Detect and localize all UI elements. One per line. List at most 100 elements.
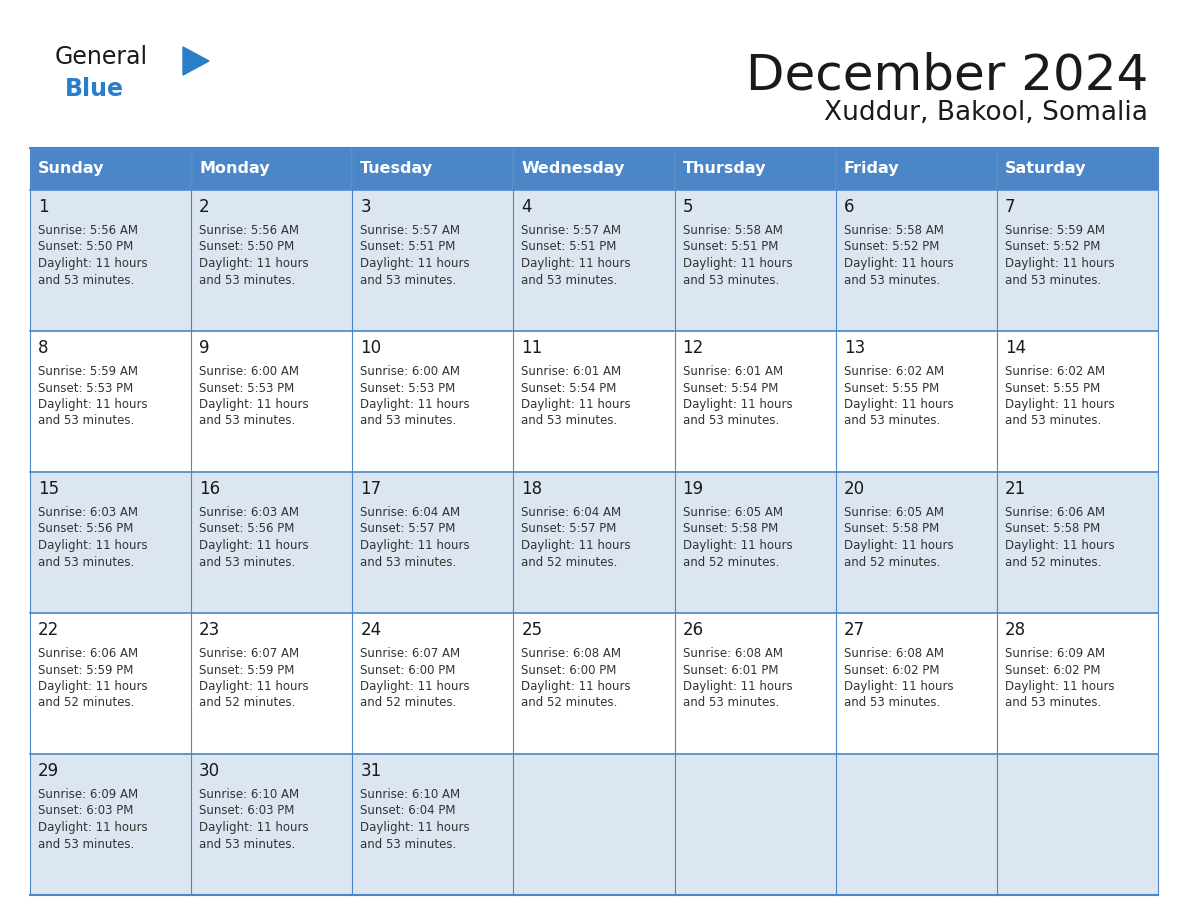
Text: Sunset: 5:52 PM: Sunset: 5:52 PM bbox=[843, 241, 939, 253]
Text: Sunrise: 6:08 AM: Sunrise: 6:08 AM bbox=[683, 647, 783, 660]
Bar bbox=[353, 613, 513, 754]
Text: Sunrise: 5:59 AM: Sunrise: 5:59 AM bbox=[1005, 224, 1105, 237]
Text: Sunset: 5:57 PM: Sunset: 5:57 PM bbox=[360, 522, 456, 535]
Text: Sunrise: 6:06 AM: Sunrise: 6:06 AM bbox=[38, 647, 138, 660]
Bar bbox=[513, 148, 675, 190]
Text: Sunset: 6:04 PM: Sunset: 6:04 PM bbox=[360, 804, 456, 818]
Text: Sunrise: 6:05 AM: Sunrise: 6:05 AM bbox=[843, 506, 943, 519]
Text: Sunrise: 6:03 AM: Sunrise: 6:03 AM bbox=[200, 506, 299, 519]
Bar bbox=[835, 613, 997, 754]
Text: Sunset: 6:02 PM: Sunset: 6:02 PM bbox=[1005, 664, 1100, 677]
Text: Saturday: Saturday bbox=[1005, 162, 1086, 176]
Text: and 53 minutes.: and 53 minutes. bbox=[843, 697, 940, 710]
Text: Daylight: 11 hours: Daylight: 11 hours bbox=[522, 398, 631, 411]
Text: Monday: Monday bbox=[200, 162, 270, 176]
Text: Sunset: 5:53 PM: Sunset: 5:53 PM bbox=[200, 382, 295, 395]
Text: Daylight: 11 hours: Daylight: 11 hours bbox=[843, 680, 953, 693]
Text: 22: 22 bbox=[38, 621, 59, 639]
Bar bbox=[835, 148, 997, 190]
Text: Sunrise: 6:04 AM: Sunrise: 6:04 AM bbox=[522, 506, 621, 519]
Polygon shape bbox=[183, 47, 209, 75]
Bar bbox=[513, 472, 675, 613]
Bar bbox=[30, 472, 191, 613]
Text: Sunrise: 6:08 AM: Sunrise: 6:08 AM bbox=[522, 647, 621, 660]
Text: and 52 minutes.: and 52 minutes. bbox=[843, 555, 940, 568]
Text: Sunrise: 5:58 AM: Sunrise: 5:58 AM bbox=[843, 224, 943, 237]
Text: Daylight: 11 hours: Daylight: 11 hours bbox=[683, 539, 792, 552]
Text: Sunrise: 6:01 AM: Sunrise: 6:01 AM bbox=[522, 365, 621, 378]
Text: Sunset: 6:03 PM: Sunset: 6:03 PM bbox=[200, 804, 295, 818]
Bar bbox=[675, 754, 835, 895]
Text: Daylight: 11 hours: Daylight: 11 hours bbox=[522, 680, 631, 693]
Text: 8: 8 bbox=[38, 339, 49, 357]
Text: Daylight: 11 hours: Daylight: 11 hours bbox=[843, 398, 953, 411]
Text: Daylight: 11 hours: Daylight: 11 hours bbox=[360, 821, 470, 834]
Text: Sunrise: 5:57 AM: Sunrise: 5:57 AM bbox=[360, 224, 460, 237]
Text: Sunset: 5:50 PM: Sunset: 5:50 PM bbox=[200, 241, 295, 253]
Bar bbox=[353, 190, 513, 331]
Text: Sunrise: 5:56 AM: Sunrise: 5:56 AM bbox=[200, 224, 299, 237]
Text: Sunset: 5:56 PM: Sunset: 5:56 PM bbox=[200, 522, 295, 535]
Text: General: General bbox=[55, 45, 148, 69]
Text: and 53 minutes.: and 53 minutes. bbox=[522, 415, 618, 428]
Text: Sunrise: 6:02 AM: Sunrise: 6:02 AM bbox=[1005, 365, 1105, 378]
Text: and 53 minutes.: and 53 minutes. bbox=[360, 555, 456, 568]
Text: 19: 19 bbox=[683, 480, 703, 498]
Text: 3: 3 bbox=[360, 198, 371, 216]
Text: and 52 minutes.: and 52 minutes. bbox=[522, 555, 618, 568]
Text: Sunset: 5:53 PM: Sunset: 5:53 PM bbox=[360, 382, 455, 395]
Bar bbox=[997, 613, 1158, 754]
Text: Daylight: 11 hours: Daylight: 11 hours bbox=[38, 257, 147, 270]
Text: Sunset: 6:01 PM: Sunset: 6:01 PM bbox=[683, 664, 778, 677]
Text: 11: 11 bbox=[522, 339, 543, 357]
Text: Sunrise: 5:59 AM: Sunrise: 5:59 AM bbox=[38, 365, 138, 378]
Bar bbox=[191, 472, 353, 613]
Text: Sunset: 5:58 PM: Sunset: 5:58 PM bbox=[843, 522, 939, 535]
Bar bbox=[835, 472, 997, 613]
Text: Sunset: 5:58 PM: Sunset: 5:58 PM bbox=[683, 522, 778, 535]
Text: 29: 29 bbox=[38, 762, 59, 780]
Bar bbox=[675, 613, 835, 754]
Text: 30: 30 bbox=[200, 762, 220, 780]
Text: Sunset: 5:53 PM: Sunset: 5:53 PM bbox=[38, 382, 133, 395]
Text: 14: 14 bbox=[1005, 339, 1026, 357]
Bar bbox=[513, 331, 675, 472]
Text: and 52 minutes.: and 52 minutes. bbox=[683, 555, 779, 568]
Text: Sunrise: 6:00 AM: Sunrise: 6:00 AM bbox=[360, 365, 460, 378]
Text: Sunrise: 6:01 AM: Sunrise: 6:01 AM bbox=[683, 365, 783, 378]
Text: 23: 23 bbox=[200, 621, 221, 639]
Bar bbox=[835, 190, 997, 331]
Text: Daylight: 11 hours: Daylight: 11 hours bbox=[843, 257, 953, 270]
Bar bbox=[997, 754, 1158, 895]
Text: 18: 18 bbox=[522, 480, 543, 498]
Text: 15: 15 bbox=[38, 480, 59, 498]
Text: Wednesday: Wednesday bbox=[522, 162, 625, 176]
Text: 6: 6 bbox=[843, 198, 854, 216]
Text: 26: 26 bbox=[683, 621, 703, 639]
Text: and 52 minutes.: and 52 minutes. bbox=[522, 697, 618, 710]
Bar bbox=[835, 754, 997, 895]
Text: Sunrise: 6:09 AM: Sunrise: 6:09 AM bbox=[1005, 647, 1105, 660]
Bar bbox=[513, 754, 675, 895]
Text: Daylight: 11 hours: Daylight: 11 hours bbox=[360, 398, 470, 411]
Bar bbox=[513, 613, 675, 754]
Text: and 53 minutes.: and 53 minutes. bbox=[38, 415, 134, 428]
Text: and 53 minutes.: and 53 minutes. bbox=[38, 837, 134, 850]
Text: Daylight: 11 hours: Daylight: 11 hours bbox=[522, 539, 631, 552]
Bar bbox=[675, 148, 835, 190]
Bar bbox=[675, 190, 835, 331]
Text: and 53 minutes.: and 53 minutes. bbox=[360, 274, 456, 286]
Text: Daylight: 11 hours: Daylight: 11 hours bbox=[38, 680, 147, 693]
Text: Friday: Friday bbox=[843, 162, 899, 176]
Text: Sunday: Sunday bbox=[38, 162, 105, 176]
Text: Sunrise: 6:02 AM: Sunrise: 6:02 AM bbox=[843, 365, 943, 378]
Text: 5: 5 bbox=[683, 198, 693, 216]
Text: 1: 1 bbox=[38, 198, 49, 216]
Text: and 53 minutes.: and 53 minutes. bbox=[683, 274, 779, 286]
Text: 2: 2 bbox=[200, 198, 210, 216]
Text: Sunset: 6:02 PM: Sunset: 6:02 PM bbox=[843, 664, 940, 677]
Text: Sunrise: 6:07 AM: Sunrise: 6:07 AM bbox=[200, 647, 299, 660]
Bar bbox=[30, 331, 191, 472]
Text: Sunset: 6:03 PM: Sunset: 6:03 PM bbox=[38, 804, 133, 818]
Text: 25: 25 bbox=[522, 621, 543, 639]
